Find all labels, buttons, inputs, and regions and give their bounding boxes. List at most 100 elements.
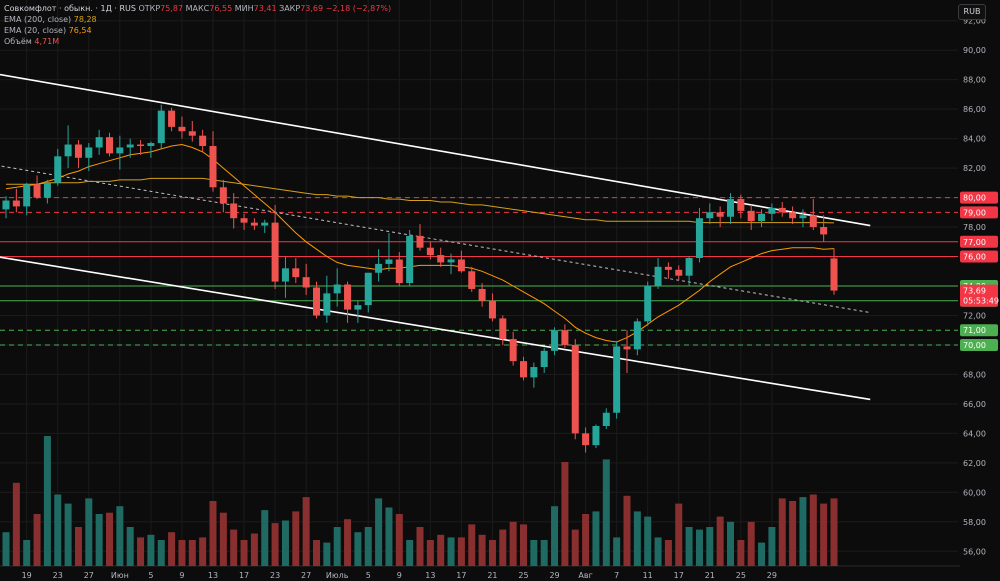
volume-bar bbox=[613, 537, 621, 566]
volume-bar bbox=[675, 503, 683, 566]
candle-body bbox=[126, 144, 134, 148]
level-price-badge[interactable] bbox=[960, 250, 998, 263]
candle-body bbox=[789, 212, 797, 219]
level-price-badge[interactable] bbox=[960, 191, 998, 204]
level-price-badge[interactable] bbox=[960, 235, 998, 248]
currency-button[interactable]: RUB bbox=[958, 4, 986, 20]
level-price-label: 77,00 bbox=[963, 238, 986, 247]
time-tick-label: 5 bbox=[366, 571, 371, 580]
candle-body bbox=[230, 203, 238, 219]
candle-body bbox=[675, 269, 683, 276]
trendline[interactable] bbox=[0, 256, 871, 401]
candle-body bbox=[737, 199, 745, 211]
candle-body bbox=[644, 286, 652, 322]
price-tick-label: 92,00 bbox=[963, 17, 986, 26]
ema20-label: EMA (20, close) bbox=[4, 26, 67, 35]
candle-body bbox=[685, 258, 693, 276]
ema200-row[interactable]: EMA (200, close) 78,28 bbox=[4, 14, 391, 25]
candle-body bbox=[64, 144, 72, 157]
volume-bar bbox=[820, 503, 828, 566]
chart-legend: Совкомфлот · обыкн. · 1Д · RUS ОТКР75,87… bbox=[4, 3, 391, 47]
candle-body bbox=[302, 277, 310, 288]
candle-body bbox=[809, 215, 817, 228]
volume-bar bbox=[571, 529, 579, 566]
volume-bar bbox=[582, 514, 590, 566]
close-value: 73,69 bbox=[300, 4, 324, 13]
candle-body bbox=[706, 212, 714, 219]
ema200-label: EMA (200, close) bbox=[4, 15, 72, 24]
level-price-label: 76,00 bbox=[963, 253, 986, 262]
trendlines[interactable] bbox=[0, 73, 871, 401]
level-price-badge[interactable] bbox=[960, 206, 998, 219]
candle-body bbox=[623, 346, 631, 350]
volume-bar bbox=[168, 532, 176, 566]
candle-body bbox=[157, 110, 165, 144]
volume-bar bbox=[313, 540, 320, 566]
symbol-name[interactable]: Совкомфлот · обыкн. · 1Д · RUS bbox=[4, 4, 136, 13]
grid-lines bbox=[0, 0, 1000, 567]
candle-body bbox=[333, 284, 341, 294]
time-axis[interactable]: 19 23 27 Июн 5 9 13 17 23 27 Июль 5 9 13 17 21 25 29 Авг 7 1… bbox=[22, 571, 777, 580]
volume-bar bbox=[354, 532, 362, 566]
volume-bar bbox=[364, 527, 372, 566]
volume-row[interactable]: Объём 4,71M bbox=[4, 36, 391, 47]
time-tick-label: 17 bbox=[456, 571, 466, 580]
candle-body bbox=[344, 284, 352, 310]
time-tick-label: 11 bbox=[643, 571, 653, 580]
time-tick-label: Июн bbox=[111, 571, 129, 580]
trendline[interactable] bbox=[0, 165, 871, 314]
volume-bar bbox=[230, 529, 238, 566]
ema20-line bbox=[5, 143, 835, 343]
last-price-badge bbox=[960, 284, 998, 307]
candle-body bbox=[551, 330, 559, 351]
candle-body bbox=[613, 346, 621, 413]
candle-body bbox=[488, 300, 496, 319]
volume-bar bbox=[789, 501, 797, 566]
time-tick-label: 23 bbox=[270, 571, 280, 580]
price-tick-label: 82,00 bbox=[963, 164, 986, 173]
volume-bar bbox=[147, 534, 155, 566]
level-price-badge[interactable] bbox=[960, 324, 998, 337]
volume-bar bbox=[468, 524, 476, 566]
volume-bar bbox=[540, 540, 548, 566]
candle-body bbox=[540, 350, 548, 368]
volume-bar bbox=[2, 532, 10, 566]
level-price-badge[interactable] bbox=[960, 338, 998, 351]
volume-bar bbox=[727, 521, 734, 566]
candle-body bbox=[478, 288, 486, 301]
candle-body bbox=[426, 247, 434, 256]
volume-bar bbox=[157, 540, 165, 566]
candle-body bbox=[395, 259, 403, 284]
candle-body bbox=[654, 266, 662, 286]
candle-body bbox=[219, 187, 227, 204]
candle-body bbox=[354, 305, 362, 310]
time-tick-label: 21 bbox=[487, 571, 497, 580]
volume-bar bbox=[54, 494, 62, 566]
volume-bar bbox=[747, 521, 755, 566]
volume-bar bbox=[209, 501, 217, 566]
candle-body bbox=[820, 227, 828, 235]
price-tick-label: 88,00 bbox=[963, 76, 986, 85]
candle-body bbox=[830, 258, 838, 291]
low-label: МИН bbox=[234, 4, 254, 13]
level-price-label: 79,00 bbox=[963, 208, 986, 217]
volume-bar bbox=[126, 527, 134, 566]
candle-body bbox=[747, 210, 755, 222]
time-tick-label: 17 bbox=[239, 571, 249, 580]
price-axis[interactable]: 56,00 58,00 60,00 62,00 64,00 66,00 68,00 70,00… bbox=[960, 0, 1000, 581]
volume-bar bbox=[261, 510, 269, 566]
time-tick-label: 29 bbox=[767, 571, 777, 580]
volume-bar bbox=[478, 534, 486, 566]
candle-body bbox=[168, 110, 176, 127]
horizontal-levels[interactable] bbox=[0, 197, 958, 346]
trendline[interactable] bbox=[0, 73, 871, 227]
candle-body bbox=[561, 330, 569, 345]
price-tick-label: 58,00 bbox=[963, 518, 986, 527]
ema20-row[interactable]: EMA (20, close) 76,54 bbox=[4, 25, 391, 36]
volume-bar bbox=[664, 540, 672, 566]
time-tick-label: 27 bbox=[301, 571, 311, 580]
high-value: 76,55 bbox=[209, 4, 233, 13]
candle-body bbox=[633, 321, 641, 350]
time-tick-label: 25 bbox=[736, 571, 746, 580]
